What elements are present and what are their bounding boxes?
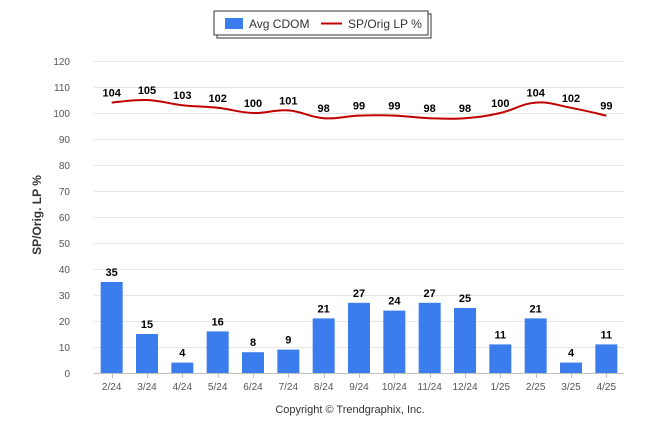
bar: [383, 310, 406, 373]
bar-series: [100, 282, 618, 373]
bar-data-label: 21: [318, 303, 330, 315]
x-tick-label: 12/24: [452, 382, 477, 393]
bar: [348, 302, 370, 373]
x-tick-label: 3/24: [137, 382, 157, 393]
line-data-label: 98: [424, 103, 436, 115]
line-data-label: 100: [244, 98, 262, 110]
x-tick-label: 11/24: [418, 382, 443, 393]
bar-data-label: 16: [212, 316, 224, 328]
y-tick-label: 90: [59, 135, 71, 146]
bar: [136, 334, 158, 373]
line-data-label: 104: [102, 88, 121, 100]
copyright-credit: Copyright © Trendgraphix, Inc.: [275, 404, 424, 416]
bar-data-label: 21: [530, 303, 542, 315]
bar: [312, 318, 335, 373]
bar-data-label: 15: [141, 319, 153, 331]
gridlines: [94, 61, 624, 374]
x-tick-label: 8/24: [314, 382, 334, 393]
x-tick-label: 10/24: [382, 382, 407, 393]
bar-data-label: 4: [568, 348, 575, 360]
x-tick-labels: 2/24 3/24 4/24 5/24 6/24 7/24 8/24 9/24 10/24 11/…: [102, 373, 617, 393]
sp-orig-lp-line: [111, 98, 607, 120]
bar-data-label: 8: [250, 337, 256, 349]
legend-label-line: SP/Orig LP %: [348, 17, 422, 31]
bar-data-label: 9: [285, 335, 291, 347]
legend: Avg CDOM SP/Orig LP %: [213, 10, 432, 39]
line-data-labels: 104 105 103 102 100 101 98 99 99 98 98 100 104 102 99: [102, 85, 612, 115]
y-tick-label: 110: [54, 83, 70, 94]
y-axis-title: SP/Orig. LP %: [30, 175, 44, 255]
bar-data-label: 4: [179, 348, 186, 360]
line-data-label: 104: [526, 88, 545, 100]
bar: [595, 344, 618, 373]
y-tick-label: 20: [59, 317, 71, 328]
y-tick-label: 100: [53, 109, 70, 120]
legend-bar-swatch: [225, 18, 243, 29]
bar: [418, 302, 441, 373]
line-series: [111, 98, 607, 120]
x-tick-label: 4/24: [173, 382, 193, 393]
y-tick-label: 120: [53, 57, 70, 68]
bar-data-label: 35: [106, 267, 118, 279]
bar: [277, 349, 300, 373]
y-tick-label: 60: [59, 213, 71, 224]
line-data-label: 98: [459, 103, 471, 115]
bar: [454, 308, 476, 373]
line-data-label: 101: [279, 95, 297, 107]
legend-frame: [213, 10, 429, 36]
x-tick-label: 7/24: [279, 382, 299, 393]
y-tick-label: 40: [59, 265, 71, 276]
x-tick-label: 1/25: [491, 382, 511, 393]
line-data-label: 100: [491, 98, 509, 110]
y-tick-label: 30: [59, 291, 71, 302]
line-data-label: 98: [318, 103, 330, 115]
line-data-label: 103: [173, 90, 191, 102]
legend-label-bar: Avg CDOM: [249, 17, 309, 31]
line-data-label: 99: [388, 101, 400, 113]
x-tick-label: 9/24: [349, 382, 369, 393]
bar-data-label: 25: [459, 293, 471, 305]
y-tick-label: 0: [64, 369, 70, 380]
line-data-label: 99: [600, 101, 612, 113]
bar: [489, 344, 512, 373]
y-tick-label: 70: [59, 187, 71, 198]
bar-data-labels: 35 15 4 16 8 9 21 27 24 27 25 11 21 4 11: [106, 267, 613, 360]
bar-data-label: 11: [495, 329, 507, 341]
y-tick-label: 50: [59, 239, 71, 250]
x-tick-label: 4/25: [597, 382, 617, 393]
bar-data-label: 24: [388, 296, 401, 308]
bar: [560, 362, 582, 373]
line-data-label: 105: [138, 85, 156, 97]
x-tick-label: 5/24: [208, 382, 228, 393]
x-tick-label: 3/25: [561, 382, 581, 393]
x-tick-label: 6/24: [243, 382, 263, 393]
y-tick-labels: 0 10 20 30 40 50 60 70 80 90 100 110 120: [53, 57, 70, 380]
bar: [100, 282, 123, 373]
bar: [524, 318, 547, 373]
bar: [242, 352, 264, 373]
y-tick-label: 10: [59, 343, 71, 354]
line-data-label: 99: [353, 101, 365, 113]
line-data-label: 102: [562, 93, 580, 105]
bar-data-label: 11: [601, 329, 613, 341]
bar-data-label: 27: [424, 288, 436, 300]
bar: [206, 331, 229, 373]
x-tick-label: 2/24: [102, 382, 122, 393]
bar: [171, 362, 194, 373]
x-tick-label: 2/25: [526, 382, 546, 393]
bar-data-label: 27: [353, 288, 365, 300]
line-data-label: 102: [208, 93, 226, 105]
y-tick-label: 80: [59, 161, 71, 172]
